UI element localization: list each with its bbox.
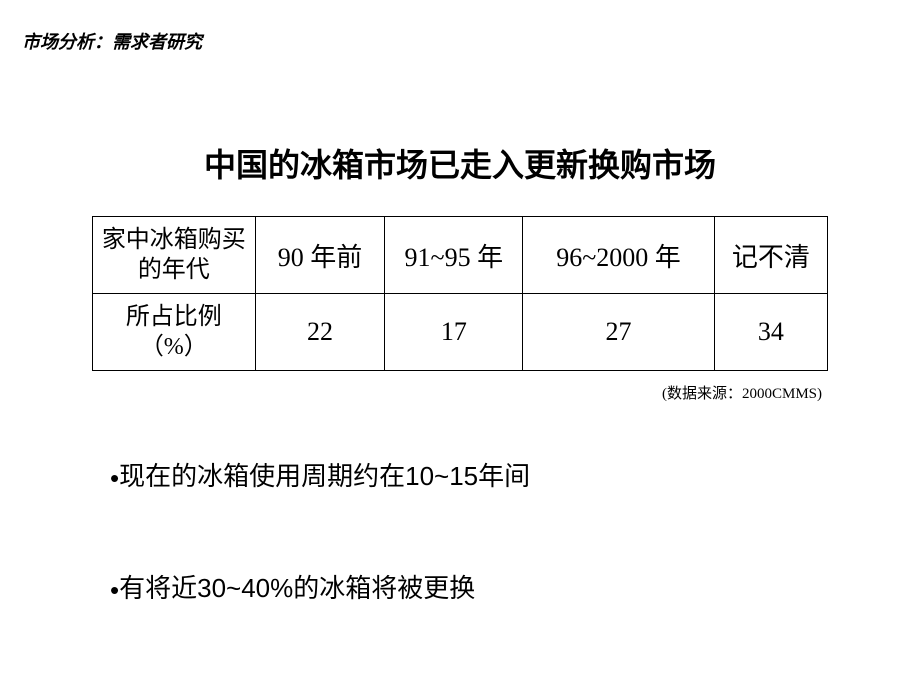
bullet-dot-icon: • [110,463,119,494]
value-cell-3: 27 [523,294,714,371]
row1-header-cell: 家中冰箱购买的年代 [93,217,256,294]
table-header-row: 家中冰箱购买的年代 90 年前 91~95 年 96~2000 年 记不清 [93,217,828,294]
bullet-1-text: 现在的冰箱使用周期约在10~15年间 [119,461,530,491]
bullet-2-text: 有将近30~40%的冰箱将被更换 [119,573,475,603]
page-header: 市场分析：需求者研究 [22,28,202,54]
data-table: 家中冰箱购买的年代 90 年前 91~95 年 96~2000 年 记不清 所占… [92,216,828,371]
data-source-note: (数据来源：2000CMMS) [662,382,822,403]
value-cell-1: 22 [255,294,385,371]
value-cell-2: 17 [385,294,523,371]
col-header-2: 91~95 年 [385,217,523,294]
col-header-4: 记不清 [714,217,827,294]
bullet-point-1: •现在的冰箱使用周期约在10~15年间 [110,456,530,494]
bullet-dot-icon: • [110,575,119,606]
bullet-point-2: •有将近30~40%的冰箱将被更换 [110,568,475,606]
col-header-1: 90 年前 [255,217,385,294]
value-cell-4: 34 [714,294,827,371]
col-header-3: 96~2000 年 [523,217,714,294]
data-table-container: 家中冰箱购买的年代 90 年前 91~95 年 96~2000 年 记不清 所占… [92,216,828,371]
page-title: 中国的冰箱市场已走入更新换购市场 [0,140,920,186]
row2-header-cell: 所占比例（%） [93,294,256,371]
table-data-row: 所占比例（%） 22 17 27 34 [93,294,828,371]
